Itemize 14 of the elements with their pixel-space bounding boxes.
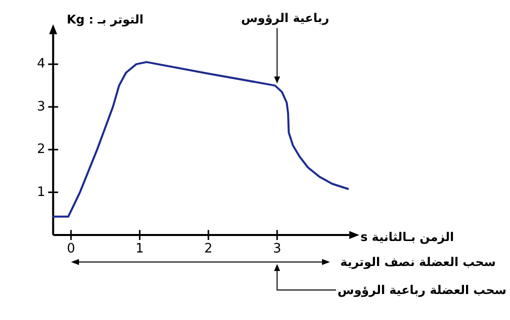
text: سحب العضلة رباعية الرؤوس	[338, 283, 506, 297]
x-tick-label: 0	[66, 242, 76, 256]
annotation: رباعية الرؤوس	[241, 11, 330, 25]
y-axis-title: التوتر بـ : Kg	[66, 12, 144, 26]
y-tick-label: 1	[36, 184, 46, 200]
x-tick-label: 2	[204, 242, 213, 256]
y-tick-label: 2	[36, 142, 46, 158]
y-tick-label: 3	[36, 99, 46, 114]
x-axis-title: الزمن بـالثانية s	[360, 230, 454, 244]
y-tick-label: 4	[36, 56, 46, 72]
line-series	[52, 61, 349, 218]
x-tick-label: 1	[136, 242, 144, 256]
text: سحب العضلة نصف الوترية	[340, 255, 496, 269]
x-tick-label: 3	[272, 242, 282, 256]
